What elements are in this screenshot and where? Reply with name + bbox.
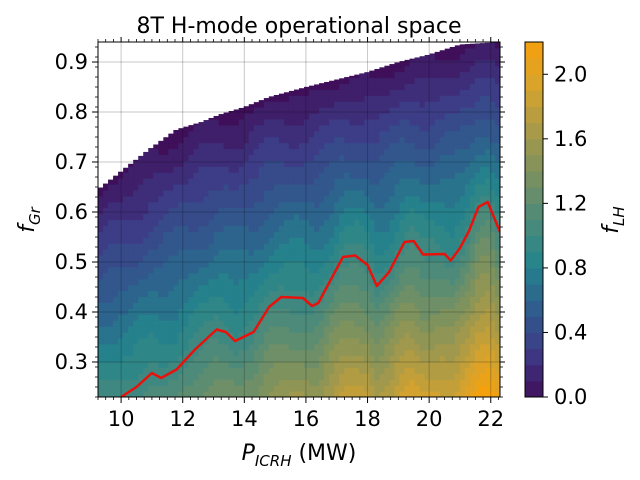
y-tick-label: 0.6 <box>55 200 88 224</box>
colorbar-bands <box>525 42 543 398</box>
colorbar-label: fLH <box>599 206 628 233</box>
colorbar-tick-label: 2.0 <box>554 62 587 86</box>
y-tick-label: 0.4 <box>55 300 88 324</box>
x-tick-label: 20 <box>416 407 443 431</box>
colorbar-tick-label: 0.8 <box>554 256 587 280</box>
x-axis-title: PICRH (MW) <box>242 441 357 470</box>
x-tick-label: 14 <box>231 407 258 431</box>
y-tick-label: 0.7 <box>55 150 88 174</box>
y-tick-label: 0.5 <box>55 250 88 274</box>
plot-frame <box>97 41 501 398</box>
x-tick-label: 22 <box>477 407 504 431</box>
x-axis: 10 12 14 16 18 20 22 <box>97 37 504 431</box>
colorbar-frame <box>524 41 544 398</box>
y-tick-label: 0.8 <box>55 100 88 124</box>
x-tick-label: 10 <box>108 407 135 431</box>
x-tick-label: 16 <box>293 407 320 431</box>
plot-area <box>97 41 501 398</box>
contour-field <box>98 42 500 397</box>
y-axis: 0.3 0.4 0.5 0.6 0.7 0.8 0.9 <box>55 46 505 398</box>
grid <box>98 42 500 397</box>
y-axis-title: fGr <box>15 206 44 232</box>
flh-threshold-line <box>120 200 500 397</box>
colorbar-tick-label: 1.2 <box>554 191 587 215</box>
colorbar-tick-label: 0.0 <box>554 385 587 409</box>
colorbar-tick-label: 1.6 <box>554 127 587 151</box>
x-tick-label: 18 <box>354 407 381 431</box>
colorbar: 0.0 0.4 0.8 1.2 1.6 2.0 <box>524 41 587 409</box>
colorbar-tick-label: 0.4 <box>554 320 587 344</box>
y-tick-label: 0.9 <box>55 50 88 74</box>
y-tick-label: 0.3 <box>55 350 88 374</box>
chart-title: 8T H-mode operational space <box>136 14 461 39</box>
x-tick-label: 12 <box>169 407 196 431</box>
flh-threshold-layer <box>120 200 500 397</box>
